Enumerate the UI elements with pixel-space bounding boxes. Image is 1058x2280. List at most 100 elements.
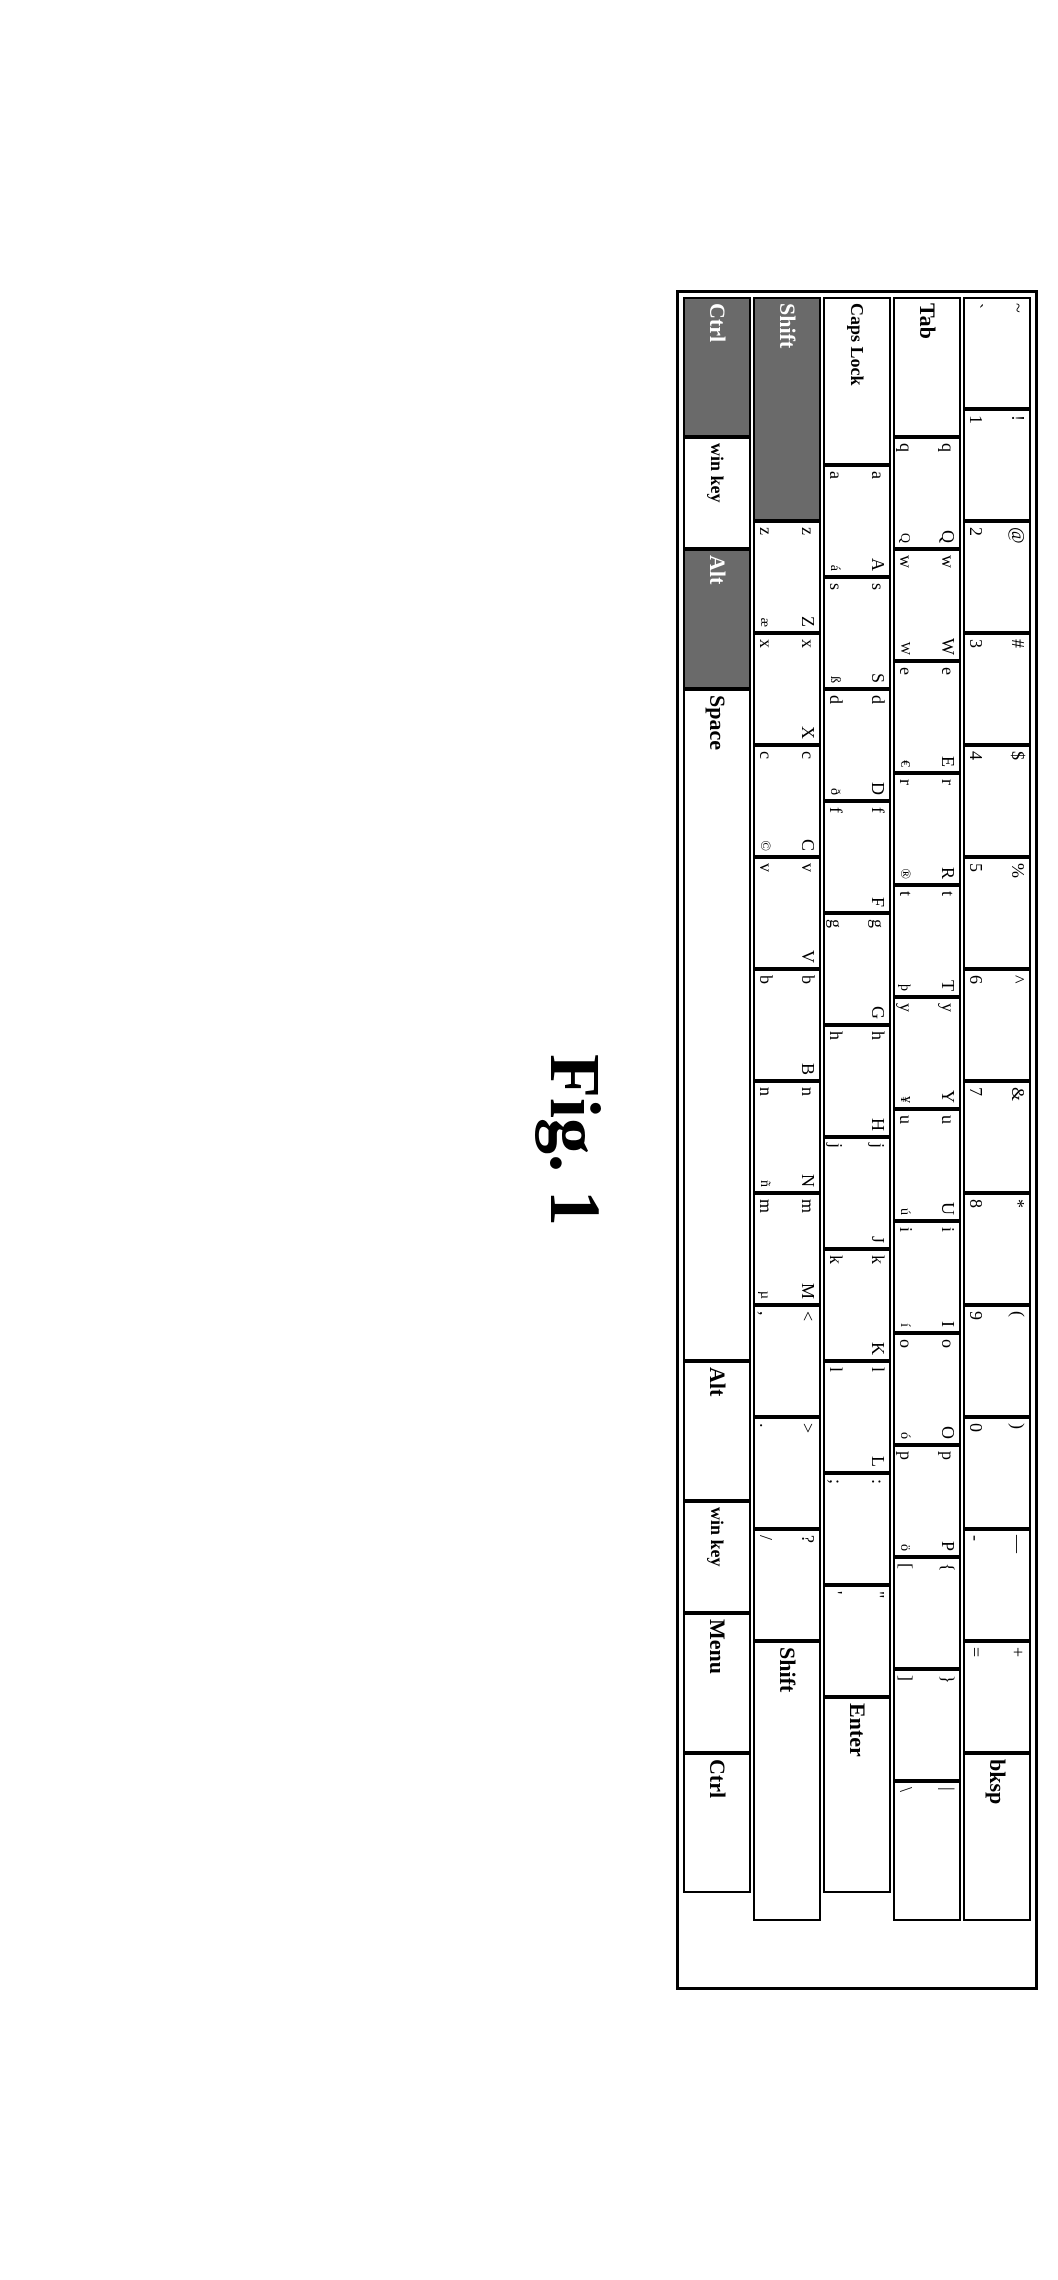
key-glyph-q2: J — [857, 1193, 887, 1243]
key-sym-3-9[interactable]: >. — [753, 1417, 821, 1529]
key-glyph-q3: f — [827, 807, 845, 857]
key-glyph-bl: 3 — [967, 639, 985, 648]
key-glyph-q3: h — [827, 1031, 845, 1081]
key-glyph-bl: 0 — [967, 1423, 985, 1432]
key-sym-0-1[interactable]: !1 — [963, 409, 1031, 521]
key-k[interactable]: kKk — [823, 1249, 891, 1361]
key-glyph-q3: m — [757, 1199, 775, 1249]
key-u[interactable]: uUuú — [893, 1109, 961, 1221]
key-menu[interactable]: Menu — [683, 1613, 751, 1753]
key-sym-0-12[interactable]: += — [963, 1641, 1031, 1753]
key-m[interactable]: mMmµ — [753, 1193, 821, 1305]
key-sym-1-12[interactable]: }] — [893, 1669, 961, 1781]
key-e[interactable]: eEe€ — [893, 661, 961, 773]
key-shift[interactable]: Shift — [753, 297, 821, 521]
key-glyph-q4: ® — [897, 829, 911, 879]
key-glyph-q1: y — [927, 1003, 957, 1053]
key-alt[interactable]: Alt — [683, 549, 751, 689]
key-g[interactable]: gGg — [823, 913, 891, 1025]
key-d[interactable]: dDdð — [823, 689, 891, 801]
key-glyph-q2: F — [857, 857, 887, 907]
key-caps-lock[interactable]: Caps Lock — [823, 297, 891, 465]
key-ctrl[interactable]: Ctrl — [683, 1753, 751, 1893]
key-l[interactable]: lLl — [823, 1361, 891, 1473]
key-win-key[interactable]: win key — [683, 437, 751, 549]
key-shift[interactable]: Shift — [753, 1641, 821, 1921]
key-sym-0-9[interactable]: (9 — [963, 1305, 1031, 1417]
rotated-figure-wrapper: ~`!1@2#3$4%5^6&7*8(9)0—-+=bkspTabqQqQwWw… — [533, 20, 1038, 2260]
key-glyph-tl: % — [1009, 863, 1027, 878]
key-glyph-q2: E — [927, 717, 957, 767]
key-sym-0-0[interactable]: ~` — [963, 297, 1031, 409]
number-row: ~`!1@2#3$4%5^6&7*8(9)0—-+=bksp — [963, 297, 1031, 1983]
key-sym-1-13[interactable]: |\ — [893, 1781, 961, 1921]
key-glyph-q1: n — [787, 1087, 817, 1137]
key-sym-0-6[interactable]: ^6 — [963, 969, 1031, 1081]
key-sym-2-11[interactable]: "' — [823, 1585, 891, 1697]
key-sym-3-10[interactable]: ?/ — [753, 1529, 821, 1641]
key-z[interactable]: zZzæ — [753, 521, 821, 633]
key-glyph-q2: C — [787, 801, 817, 851]
key-glyph-bl: \ — [897, 1787, 915, 1792]
key-bksp[interactable]: bksp — [963, 1753, 1031, 1921]
key-glyph-q3: l — [827, 1367, 845, 1417]
key-win-key[interactable]: win key — [683, 1501, 751, 1613]
key-glyph-bl: 7 — [967, 1087, 985, 1096]
key-b[interactable]: bBb — [753, 969, 821, 1081]
key-sym-0-7[interactable]: &7 — [963, 1081, 1031, 1193]
key-f[interactable]: fFf — [823, 801, 891, 913]
key-glyph-q3: d — [827, 695, 845, 745]
key-glyph-q3: v — [757, 863, 775, 913]
key-glyph-q1: s — [857, 583, 887, 633]
key-sym-0-8[interactable]: *8 — [963, 1193, 1031, 1305]
key-i[interactable]: iIií — [893, 1221, 961, 1333]
key-glyph-q4: ñ — [757, 1137, 771, 1187]
key-sym-0-11[interactable]: —- — [963, 1529, 1031, 1641]
key-n[interactable]: nNnñ — [753, 1081, 821, 1193]
key-sym-0-10[interactable]: )0 — [963, 1417, 1031, 1529]
key-glyph-q1: j — [857, 1143, 887, 1193]
key-q[interactable]: qQqQ — [893, 437, 961, 549]
key-j[interactable]: jJj — [823, 1137, 891, 1249]
key-glyph-q3: p — [897, 1451, 915, 1501]
key-r[interactable]: rRr® — [893, 773, 961, 885]
key-glyph-q2: Z — [787, 577, 817, 627]
key-y[interactable]: yYy¥ — [893, 997, 961, 1109]
key-sym-0-5[interactable]: %5 — [963, 857, 1031, 969]
key-alt[interactable]: Alt — [683, 1361, 751, 1501]
key-glyph-q2: K — [857, 1305, 887, 1355]
key-a[interactable]: aAaá — [823, 465, 891, 577]
key-w[interactable]: wWwW — [893, 549, 961, 661]
key-p[interactable]: pPpö — [893, 1445, 961, 1557]
key-glyph-q2: T — [927, 941, 957, 991]
key-sym-1-11[interactable]: {[ — [893, 1557, 961, 1669]
key-glyph-q4: ð — [827, 745, 841, 795]
key-x[interactable]: xXx — [753, 633, 821, 745]
key-glyph-q3: g — [827, 919, 845, 969]
key-sym-2-10[interactable]: :; — [823, 1473, 891, 1585]
key-glyph-tl: ! — [1009, 415, 1027, 421]
figure-label: Fig. 1 — [533, 20, 616, 2260]
key-sym-0-4[interactable]: $4 — [963, 745, 1031, 857]
key-enter[interactable]: Enter — [823, 1697, 891, 1893]
key-glyph-q2: Q — [927, 493, 957, 543]
key-glyph-q4: Q — [897, 493, 911, 543]
key-sym-0-3[interactable]: #3 — [963, 633, 1031, 745]
key-glyph-q4: © — [757, 801, 771, 851]
key-glyph-q1: p — [927, 1451, 957, 1501]
key-v[interactable]: vVv — [753, 857, 821, 969]
key-tab[interactable]: Tab — [893, 297, 961, 437]
key-t[interactable]: tTtþ — [893, 885, 961, 997]
key-s[interactable]: sSsß — [823, 577, 891, 689]
key-h[interactable]: hHh — [823, 1025, 891, 1137]
key-sym-0-2[interactable]: @2 — [963, 521, 1031, 633]
key-glyph-q2: B — [787, 1025, 817, 1075]
key-glyph-bl: , — [757, 1311, 775, 1316]
key-space[interactable]: Space — [683, 689, 751, 1361]
key-c[interactable]: cCc© — [753, 745, 821, 857]
key-glyph-q2: N — [787, 1137, 817, 1187]
key-sym-3-8[interactable]: <, — [753, 1305, 821, 1417]
key-o[interactable]: oOoó — [893, 1333, 961, 1445]
key-ctrl[interactable]: Ctrl — [683, 297, 751, 437]
key-glyph-bl: [ — [897, 1563, 915, 1569]
